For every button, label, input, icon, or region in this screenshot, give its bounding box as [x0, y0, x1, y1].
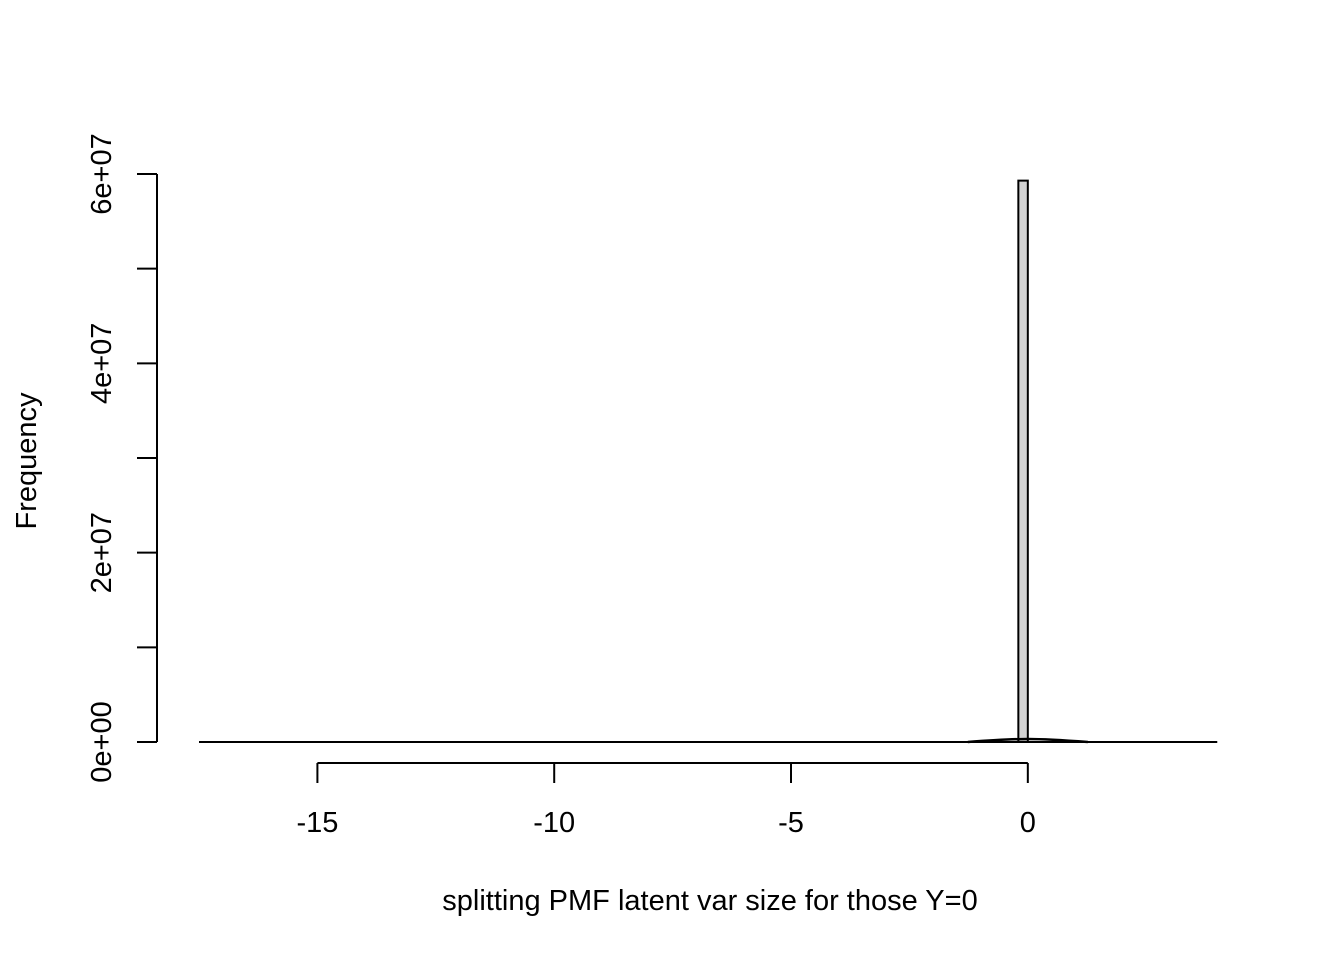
x-tick-label: -5 — [778, 807, 804, 839]
x-tick-label: 0 — [1020, 807, 1036, 839]
y-tick-label: 2e+07 — [86, 512, 118, 593]
y-tick-label: 0e+00 — [86, 701, 118, 782]
x-axis-label: splitting PMF latent var size for those … — [442, 885, 977, 917]
x-tick-label: -15 — [296, 807, 338, 839]
x-axis: -15 -10 -5 0 — [296, 762, 1036, 839]
y-axis-label: Frequency — [11, 392, 43, 530]
histogram-bars — [1017, 179, 1029, 744]
y-tick-label: 4e+07 — [86, 323, 118, 404]
density-overlay — [199, 737, 1218, 744]
y-tick-label: 6e+07 — [86, 133, 118, 214]
x-tick-label: -10 — [533, 807, 575, 839]
histogram-bar — [1017, 179, 1029, 744]
density-curve — [967, 737, 1088, 744]
y-axis: 0e+00 2e+07 4e+07 6e+07 — [86, 133, 158, 783]
